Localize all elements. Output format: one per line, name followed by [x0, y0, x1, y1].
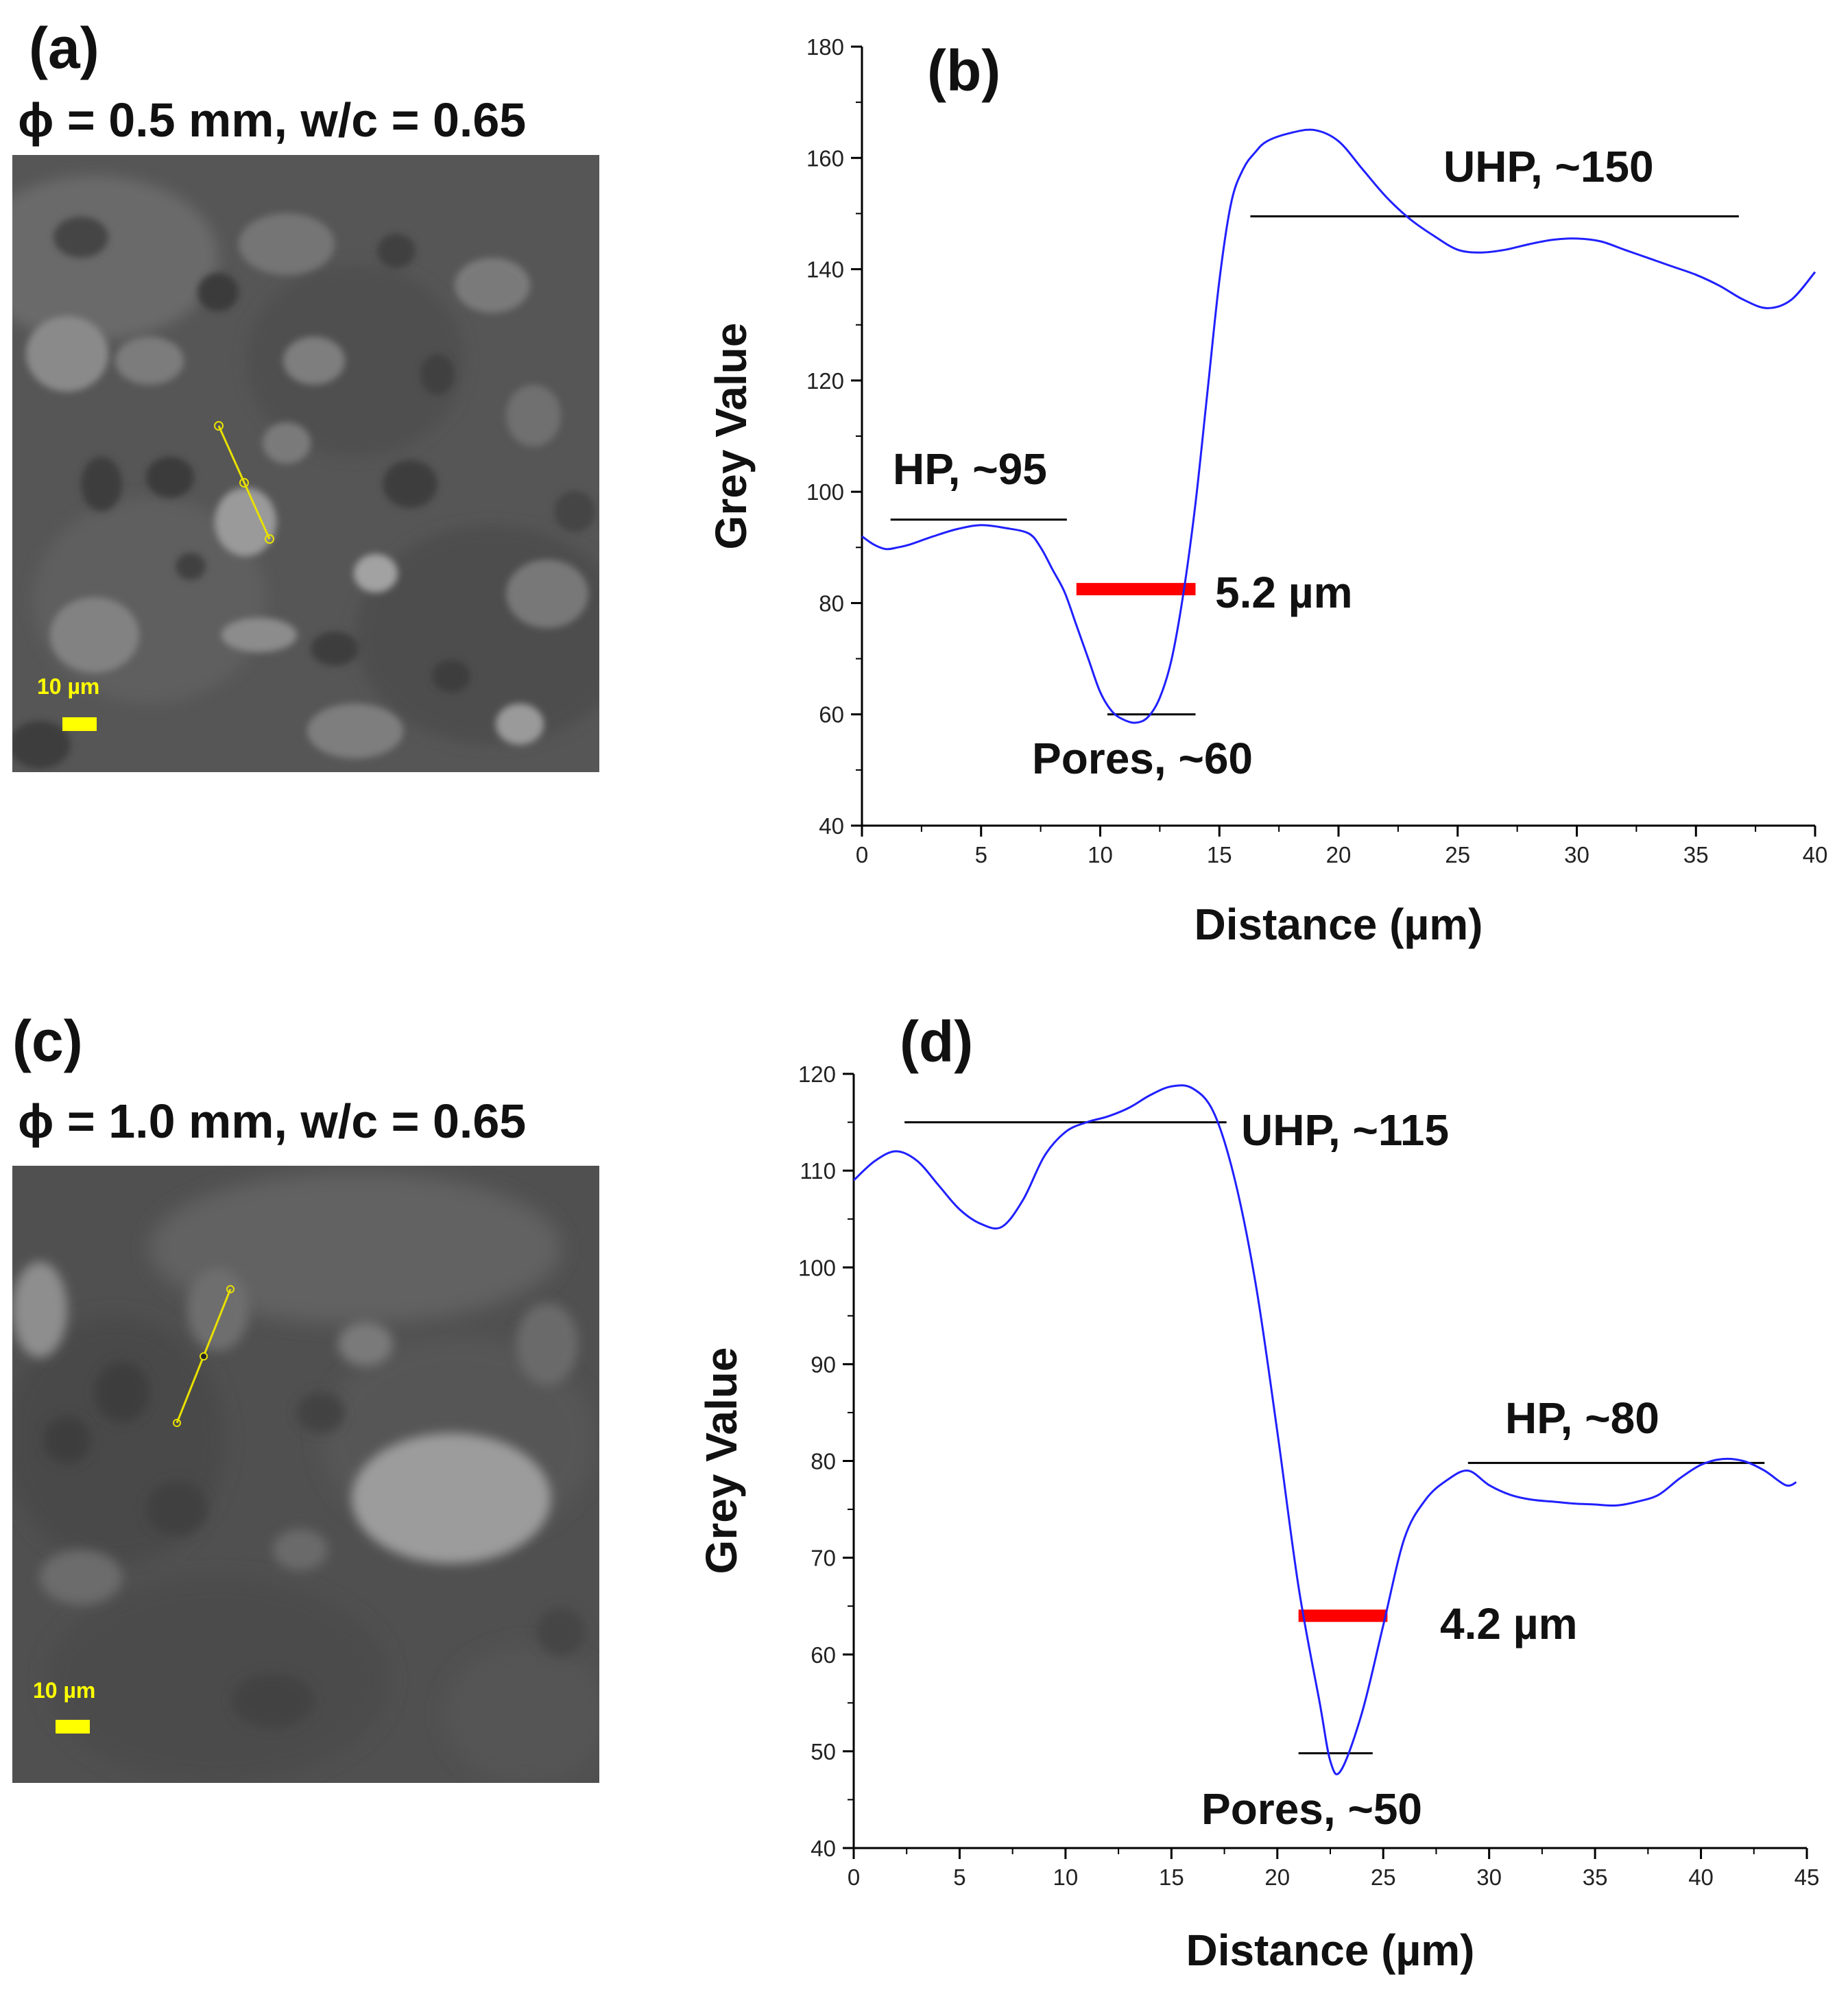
y-tick-label: 120 — [806, 368, 844, 394]
x-tick-label: 40 — [1688, 1865, 1714, 1890]
panel-a-caption: ϕ = 0.5 mm, w/c = 0.65 — [18, 93, 527, 147]
y-tick-label: 140 — [806, 257, 844, 283]
y-tick-label: 120 — [798, 1062, 836, 1087]
level-label: HP, ~95 — [893, 444, 1047, 494]
y-axis-title: Grey Value — [706, 323, 756, 550]
grey-value-profile-line — [861, 128, 1816, 724]
sem-image-c: 10 µm — [12, 1166, 599, 1783]
scan-point — [173, 1419, 181, 1427]
x-tick-label: 35 — [1583, 1865, 1608, 1890]
scale-bar — [56, 1720, 90, 1734]
x-tick-label: 20 — [1264, 1865, 1290, 1890]
micrograph-a: 10 µm — [12, 155, 599, 772]
scan-point — [239, 478, 249, 488]
x-tick-label: 40 — [1803, 842, 1828, 867]
x-tick-label: 35 — [1683, 842, 1709, 867]
panel-c-caption: ϕ = 1.0 mm, w/c = 0.65 — [18, 1094, 527, 1148]
y-tick-label: 90 — [811, 1352, 836, 1377]
x-tick-label: 25 — [1371, 1865, 1396, 1890]
panel-d-letter: (d) — [900, 1009, 973, 1074]
level-label: Pores, ~60 — [1032, 734, 1253, 783]
x-tick-label: 25 — [1445, 842, 1470, 867]
x-tick-label: 15 — [1207, 842, 1232, 867]
y-tick-label: 70 — [811, 1546, 836, 1571]
y-tick-label: 100 — [798, 1255, 836, 1280]
y-tick-label: 60 — [819, 702, 844, 728]
x-tick-label: 15 — [1159, 1865, 1184, 1890]
scale-bar — [62, 717, 97, 731]
level-label: UHP, ~150 — [1443, 142, 1654, 191]
panel-a-letter: (a) — [29, 16, 99, 80]
y-tick-label: 50 — [811, 1739, 836, 1764]
scan-point — [214, 421, 224, 431]
y-tick-label: 110 — [800, 1158, 836, 1184]
pore-width-label: 4.2 µm — [1440, 1599, 1578, 1649]
y-tick-label: 40 — [811, 1836, 836, 1861]
y-axis-title: Grey Value — [697, 1347, 746, 1574]
scale-bar-label: 10 µm — [37, 674, 99, 699]
x-tick-label: 45 — [1795, 1865, 1820, 1890]
grey-value-profile-line — [852, 1084, 1797, 1775]
x-tick-label: 5 — [953, 1865, 965, 1890]
micrograph-c: 10 µm — [12, 1166, 599, 1783]
y-tick-label: 100 — [806, 479, 844, 505]
x-tick-label: 10 — [1088, 842, 1113, 867]
sem-image-a: 10 µm — [12, 155, 599, 772]
panel-c-letter: (c) — [12, 1009, 83, 1073]
x-axis-title: Distance (µm) — [1186, 1926, 1475, 1975]
x-tick-label: 0 — [848, 1865, 860, 1890]
pore-width-label: 5.2 µm — [1215, 568, 1353, 617]
panel-b-letter: (b) — [927, 38, 1000, 103]
scale-bar-label: 10 µm — [33, 1678, 95, 1703]
level-label: UHP, ~115 — [1241, 1105, 1449, 1155]
level-label: Pores, ~50 — [1201, 1784, 1422, 1834]
x-tick-label: 20 — [1326, 842, 1352, 867]
scan-line — [217, 425, 271, 540]
y-tick-label: 80 — [811, 1449, 836, 1474]
x-tick-label: 5 — [975, 842, 987, 867]
x-tick-label: 0 — [856, 842, 868, 867]
scan-point — [200, 1352, 208, 1360]
y-tick-label: 80 — [819, 590, 844, 616]
scan-point — [226, 1285, 235, 1293]
scan-point — [265, 534, 274, 544]
y-tick-label: 180 — [806, 34, 844, 60]
x-axis-title: Distance (µm) — [1195, 900, 1483, 949]
x-tick-label: 10 — [1053, 1865, 1079, 1890]
y-tick-label: 160 — [806, 145, 844, 171]
x-tick-label: 30 — [1564, 842, 1589, 867]
y-tick-label: 40 — [819, 813, 844, 839]
x-tick-label: 30 — [1476, 1865, 1502, 1890]
level-label: HP, ~80 — [1505, 1393, 1659, 1443]
y-tick-label: 60 — [811, 1642, 836, 1668]
